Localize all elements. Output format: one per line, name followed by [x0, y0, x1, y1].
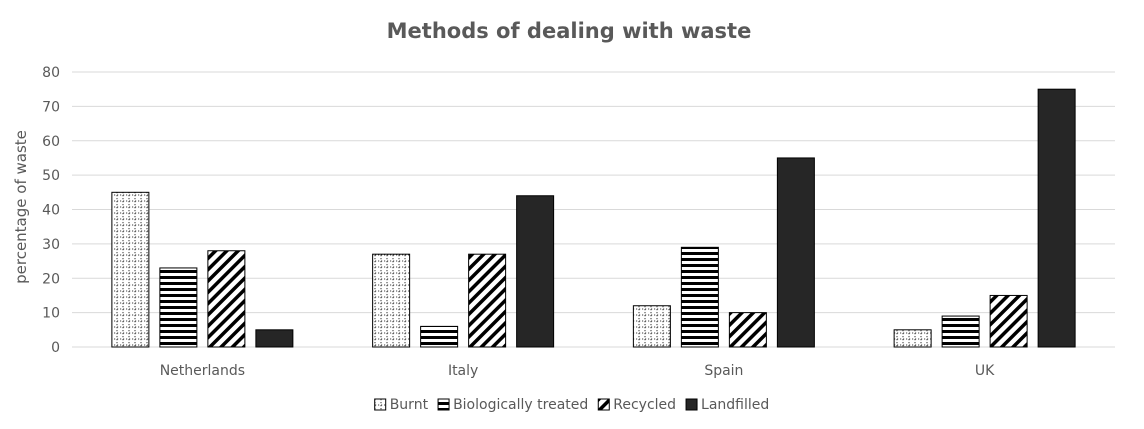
x-tick-label: Spain — [704, 363, 743, 379]
bars — [111, 88, 1076, 348]
legend-swatch-biologically-treated — [437, 398, 450, 411]
x-tick-label: UK — [975, 363, 995, 379]
y-tick-label: 40 — [42, 203, 60, 219]
y-tick-label: 50 — [42, 168, 60, 184]
legend-swatch-recycled — [597, 398, 610, 411]
bar-netherlands-biologically-treated — [159, 267, 198, 348]
y-tick-label: 30 — [42, 237, 60, 253]
legend-label: Landfilled — [701, 397, 769, 413]
bar-uk-recycled — [989, 294, 1028, 348]
legend: Burnt Biologically treated Recycled Landfil… — [374, 397, 769, 413]
legend-swatch-burnt — [374, 398, 387, 411]
bar-spain-biologically-treated — [680, 246, 719, 348]
bar-spain-landfilled — [776, 157, 815, 348]
bar-netherlands-burnt — [111, 191, 150, 348]
bar-uk-landfilled — [1037, 88, 1076, 348]
x-tick-label: Italy — [448, 363, 478, 379]
legend-label: Burnt — [390, 397, 429, 413]
legend-label: Recycled — [613, 397, 676, 413]
y-tick-label: 10 — [42, 306, 60, 322]
bar-italy-recycled — [468, 253, 507, 348]
chart-title: Methods of dealing with waste — [387, 19, 752, 43]
bar-netherlands-landfilled — [255, 329, 294, 348]
bar-netherlands-recycled — [207, 250, 246, 348]
bar-italy-landfilled — [516, 195, 555, 348]
y-tick-label: 20 — [42, 271, 60, 287]
bar-italy-burnt — [372, 253, 411, 348]
bar-uk-burnt — [893, 329, 932, 348]
legend-swatch-landfilled — [685, 398, 698, 411]
x-tick-labels: Netherlands Italy Spain UK — [160, 363, 995, 379]
y-tick-label: 0 — [51, 340, 60, 356]
y-tick-labels: 0 10 20 30 40 50 60 70 80 — [42, 65, 60, 356]
y-tick-label: 60 — [42, 134, 60, 150]
legend-label: Biologically treated — [453, 397, 588, 413]
x-tick-label: Netherlands — [160, 363, 245, 379]
y-tick-label: 70 — [42, 99, 60, 115]
bar-spain-recycled — [728, 312, 767, 348]
bar-uk-biologically-treated — [941, 315, 980, 348]
y-tick-label: 80 — [42, 65, 60, 81]
gridlines — [72, 71, 1115, 348]
y-axis-label: percentage of waste — [12, 130, 30, 284]
bar-italy-biologically-treated — [420, 325, 459, 348]
bar-spain-burnt — [632, 305, 671, 348]
